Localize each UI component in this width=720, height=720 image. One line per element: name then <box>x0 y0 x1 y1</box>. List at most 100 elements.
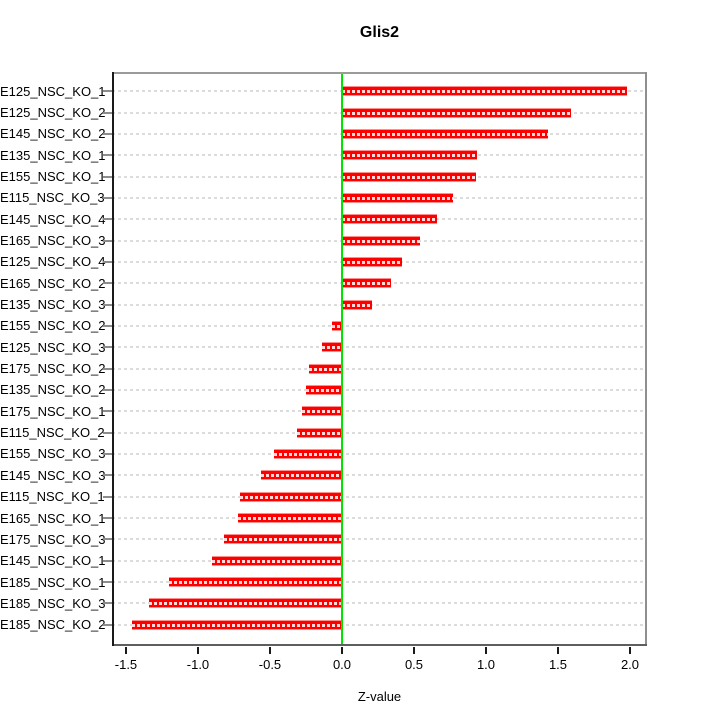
bar-E155_NSC_KO_1 <box>341 171 476 182</box>
bar-E175_NSC_KO_2 <box>308 363 342 374</box>
y-tick <box>103 431 112 434</box>
bar-E115_NSC_KO_2 <box>297 427 342 438</box>
x-tick-label: -0.5 <box>258 657 282 672</box>
gridline <box>112 602 647 605</box>
y-tick <box>103 346 112 349</box>
gridline <box>112 431 647 434</box>
x-tick-label: 2.0 <box>620 657 640 672</box>
bar-center-dash <box>341 154 478 158</box>
gridline <box>112 538 647 541</box>
y-axis-label: E135_NSC_KO_1 <box>0 147 106 163</box>
bar-center-dash <box>239 495 342 499</box>
chart-title: Glis2 <box>359 24 400 41</box>
plot-border-right <box>645 72 647 646</box>
y-tick <box>103 602 112 605</box>
bar-center-dash <box>341 196 453 200</box>
y-tick <box>103 517 112 519</box>
y-axis-label: E175_NSC_KO_1 <box>0 403 106 419</box>
bar-E145_NSC_KO_1 <box>212 555 342 566</box>
x-tick <box>124 647 127 654</box>
gridline <box>112 324 647 327</box>
y-tick <box>103 367 112 370</box>
bar-E155_NSC_KO_3 <box>274 448 342 459</box>
bar-center-dash <box>212 559 342 563</box>
y-axis-label: E185_NSC_KO_2 <box>0 617 106 633</box>
y-axis-label: E165_NSC_KO_3 <box>0 233 106 249</box>
gridline <box>112 581 647 584</box>
y-axis-label: E145_NSC_KO_2 <box>0 126 106 142</box>
bar-E115_NSC_KO_1 <box>239 491 342 502</box>
bar-center-dash <box>308 367 342 371</box>
bar-E145_NSC_KO_4 <box>341 214 438 225</box>
y-axis-label: E115_NSC_KO_2 <box>0 425 105 441</box>
gridline <box>112 367 647 370</box>
y-tick <box>103 111 112 114</box>
plot-area <box>112 72 647 646</box>
bar-E145_NSC_KO_3 <box>261 470 342 481</box>
bar-center-dash <box>321 346 342 350</box>
gridline <box>112 559 647 562</box>
bar-E135_NSC_KO_3 <box>341 299 373 310</box>
gridline <box>112 495 647 498</box>
x-tick <box>557 647 559 654</box>
y-tick <box>103 538 112 541</box>
x-tick-label: 0.0 <box>332 657 352 672</box>
bar-E115_NSC_KO_3 <box>341 192 453 203</box>
bar-E145_NSC_KO_2 <box>341 128 548 139</box>
gridline <box>112 303 647 306</box>
bar-E125_NSC_KO_4 <box>341 256 403 267</box>
y-tick <box>103 474 112 477</box>
y-tick <box>103 196 112 199</box>
bar-center-dash <box>238 517 342 520</box>
y-tick <box>103 303 112 306</box>
plot-border-bottom <box>112 644 647 646</box>
bar-center-dash <box>223 538 342 542</box>
bar-E185_NSC_KO_3 <box>149 598 342 609</box>
y-axis-label: E115_NSC_KO_3 <box>0 190 105 206</box>
bar-E175_NSC_KO_3 <box>223 534 342 545</box>
y-axis-label: E135_NSC_KO_2 <box>0 382 106 398</box>
bar-center-dash <box>131 623 342 627</box>
y-tick <box>103 154 112 157</box>
bar-center-dash <box>341 132 548 136</box>
y-tick <box>103 282 112 285</box>
y-tick <box>103 452 112 455</box>
bar-E165_NSC_KO_1 <box>238 513 342 523</box>
bar-E185_NSC_KO_2 <box>131 619 342 630</box>
gridline <box>112 517 647 519</box>
x-tick <box>268 647 271 654</box>
y-axis-label: E125_NSC_KO_3 <box>0 339 106 355</box>
bar-center-dash <box>341 303 373 307</box>
bar-center-dash <box>261 474 342 478</box>
y-axis-label: E175_NSC_KO_2 <box>0 361 106 377</box>
y-tick <box>103 559 112 562</box>
y-axis-label: E145_NSC_KO_1 <box>0 553 106 569</box>
bar-E165_NSC_KO_2 <box>341 278 391 289</box>
y-axis-label: E115_NSC_KO_1 <box>0 489 105 505</box>
x-axis-label: Z-value <box>357 689 402 704</box>
bar-center-dash <box>341 239 420 243</box>
y-axis-label: E155_NSC_KO_3 <box>0 446 106 462</box>
y-tick <box>103 581 112 584</box>
y-axis-label: E175_NSC_KO_3 <box>0 531 106 547</box>
zero-reference-line <box>340 72 343 646</box>
bar-center-dash <box>341 282 391 286</box>
bar-E125_NSC_KO_1 <box>341 86 628 97</box>
bar-center-dash <box>331 324 342 328</box>
y-axis-label: E155_NSC_KO_1 <box>0 169 106 185</box>
y-tick <box>103 388 112 391</box>
y-tick <box>103 324 112 327</box>
bar-E155_NSC_KO_2 <box>331 320 342 331</box>
bar-center-dash <box>341 111 571 115</box>
x-tick <box>196 647 199 654</box>
bar-center-dash <box>297 431 342 435</box>
bar-E135_NSC_KO_1 <box>341 150 478 161</box>
gridline <box>112 410 647 413</box>
bar-center-dash <box>341 175 476 179</box>
bar-center-dash <box>341 260 403 264</box>
plot-border-top <box>112 72 647 74</box>
gridline <box>112 452 647 455</box>
y-axis-label: E125_NSC_KO_4 <box>0 254 106 270</box>
x-tick-label: -1.5 <box>114 657 138 672</box>
x-tick-label: 0.5 <box>404 657 424 672</box>
